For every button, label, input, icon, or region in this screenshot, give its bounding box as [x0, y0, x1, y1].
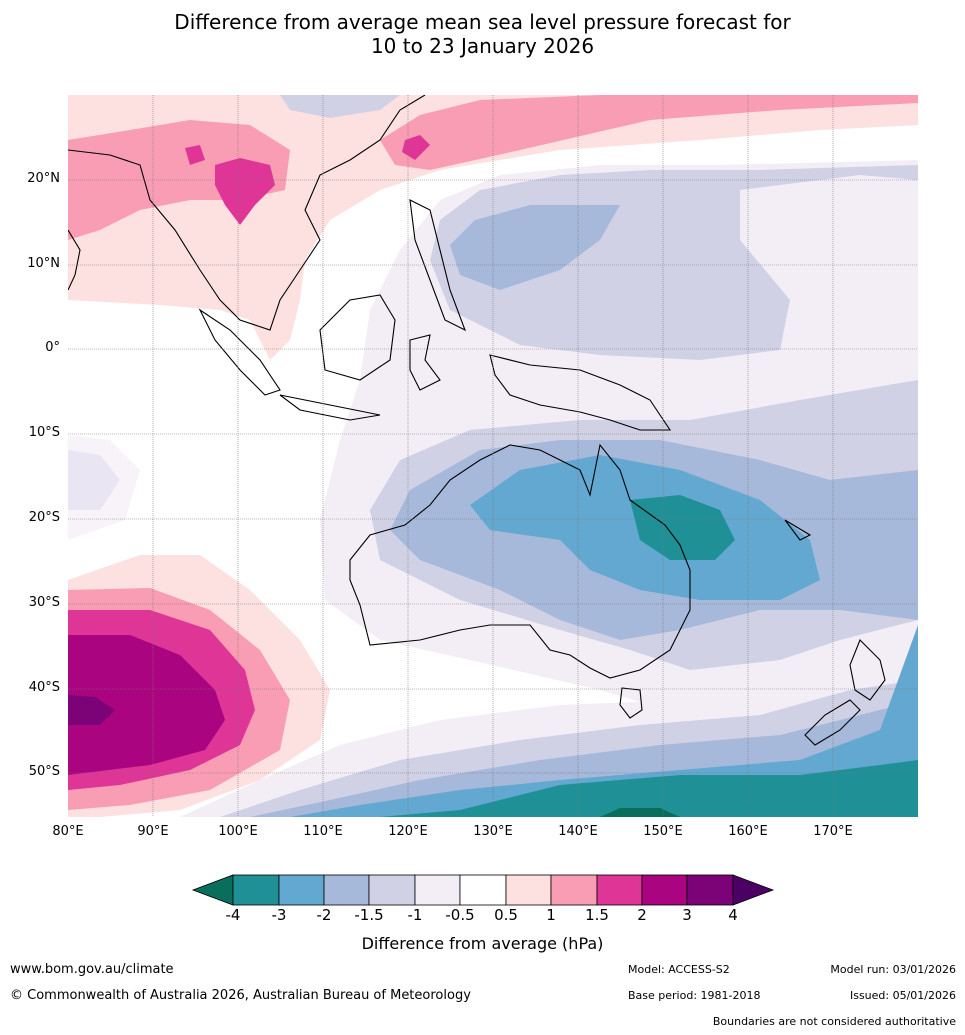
- borneo-coast: [319, 294, 396, 381]
- colorbar-tick: -3: [271, 906, 287, 924]
- colorbar: [191, 874, 775, 906]
- contour-so-neg-2: [290, 625, 918, 817]
- contour-north-neg: [280, 95, 400, 118]
- colorbar-tick: 3: [682, 906, 692, 924]
- lon-label-130e: 130°E: [473, 824, 513, 839]
- lat-label-10s: 10°S: [28, 425, 60, 440]
- colorbar-segment-1: [232, 874, 280, 906]
- colorbar-segment-7: [505, 874, 552, 906]
- colorbar-tick: -1.5: [354, 906, 384, 924]
- philippines-coast: [409, 199, 467, 332]
- lat-label-50s: 50°S: [28, 764, 60, 779]
- colorbar-tick: -1: [407, 906, 423, 924]
- lon-label-80e: 80°E: [52, 824, 84, 839]
- new-zealand-south: [804, 699, 861, 746]
- title-line-1: Difference from average mean sea level p…: [174, 10, 791, 34]
- lat-label-20s: 20°S: [28, 510, 60, 525]
- new-zealand-north: [849, 639, 886, 701]
- colorbar-segment-8: [550, 874, 598, 906]
- colorbar-segment-4: [368, 874, 416, 906]
- footer-issued: Issued: 05/01/2026: [849, 989, 956, 1002]
- colorbar-segment-12: [732, 874, 775, 906]
- colorbar-title: Difference from average (hPa): [361, 934, 604, 953]
- footer-url[interactable]: www.bom.gov.au/climate: [10, 962, 174, 977]
- lat-label-20n: 20°N: [27, 171, 60, 186]
- lon-label-90e: 90°E: [137, 824, 169, 839]
- footer-disclaimer: Boundaries are not considered authoritat…: [712, 1015, 956, 1028]
- footer-base-period: Base period: 1981-2018: [628, 989, 761, 1002]
- colorbar-segment-10: [641, 874, 688, 906]
- contour-asia-1.5-a: [215, 158, 275, 225]
- contour-so-neg-3: [380, 760, 918, 817]
- colorbar-tick: -0.5: [445, 906, 475, 924]
- lat-label-10n: 10°N: [27, 256, 60, 271]
- contour-io-neg-outer: [68, 435, 140, 540]
- colorbar-segment-6: [459, 874, 507, 906]
- sumatra-coast: [198, 308, 281, 396]
- java-coast: [279, 394, 381, 421]
- colorbar-segment-11: [686, 874, 734, 906]
- asia-coast: [68, 95, 426, 331]
- footer-model-run: Model run: 03/01/2026: [830, 963, 956, 976]
- map-field: [68, 95, 918, 817]
- colorbar-tick: -2: [316, 906, 332, 924]
- contour-io-3: [68, 695, 115, 725]
- lon-label-110e: 110°E: [303, 824, 343, 839]
- contour-neg-1.5-north: [450, 205, 620, 290]
- footer-model: Model: ACCESS-S2: [628, 963, 730, 976]
- colorbar-segment-0: [191, 874, 234, 906]
- lon-label-150e: 150°E: [643, 824, 683, 839]
- lat-label-0: 0°: [45, 340, 60, 355]
- colorbar-tick: 1: [546, 906, 556, 924]
- colorbar-tick: 1.5: [585, 906, 609, 924]
- india-coast: [68, 229, 81, 291]
- new-caledonia-coast: [784, 519, 812, 541]
- lon-label-120e: 120°E: [388, 824, 428, 839]
- title-line-2: 10 to 23 January 2026: [370, 34, 595, 58]
- colorbar-segment-2: [278, 874, 325, 906]
- australia-coast: [349, 443, 691, 679]
- colorbar-tick: 2: [637, 906, 647, 924]
- new-guinea-coast: [489, 354, 672, 431]
- contour-pacific-1.5: [402, 135, 430, 160]
- colorbar-segment-5: [414, 874, 461, 906]
- contour-io-2: [68, 635, 225, 775]
- lat-label-30s: 30°S: [28, 595, 60, 610]
- lat-label-40s: 40°S: [28, 680, 60, 695]
- lon-label-160e: 160°E: [728, 824, 768, 839]
- lon-label-170e: 170°E: [813, 824, 853, 839]
- contour-neg-3: [630, 495, 735, 560]
- contour-pacific-1: [380, 95, 918, 170]
- lon-label-140e: 140°E: [558, 824, 598, 839]
- colorbar-segment-9: [596, 874, 643, 906]
- colorbar-tick: -4: [225, 906, 241, 924]
- sulawesi-coast: [409, 334, 441, 391]
- tasmania-coast: [619, 687, 643, 719]
- footer-copyright: © Commonwealth of Australia 2026, Austra…: [10, 988, 471, 1003]
- graticule: [68, 95, 918, 817]
- coastlines: [68, 95, 886, 746]
- contour-asia-1.5-b: [185, 145, 205, 165]
- lon-label-100e: 100°E: [218, 824, 258, 839]
- contour-so-neg-4: [600, 808, 680, 817]
- chart-title: Difference from average mean sea level p…: [0, 10, 965, 58]
- colorbar-tick: 0.5: [494, 906, 518, 924]
- colorbar-segment-3: [323, 874, 370, 906]
- colorbar-tick: 4: [728, 906, 738, 924]
